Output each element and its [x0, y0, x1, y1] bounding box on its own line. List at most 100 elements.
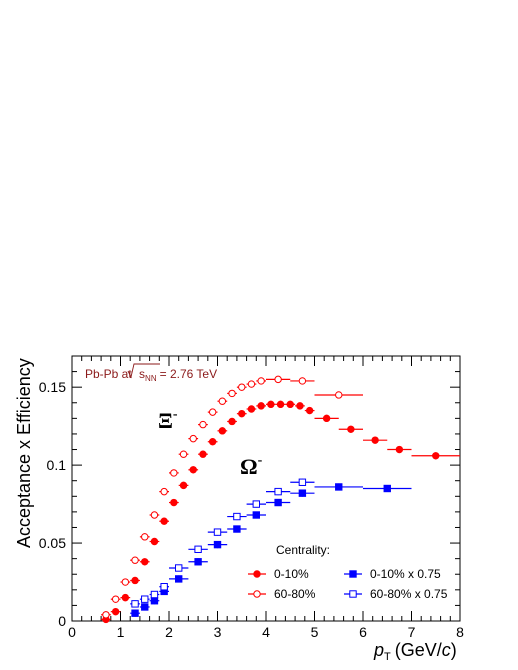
legend-label: 0-10%: [274, 567, 309, 581]
y-axis-title: Acceptance x Efficiency: [14, 358, 34, 548]
legend-label: 60-80%: [274, 587, 316, 601]
data-point: [247, 405, 256, 413]
data-point: [395, 445, 404, 454]
data-point: [213, 540, 222, 549]
data-point: [194, 545, 202, 553]
sqrt-sign: [127, 363, 160, 379]
data-point: [247, 380, 256, 388]
x-tick-label: 4: [262, 624, 270, 640]
data-point: [175, 564, 183, 572]
data-point: [102, 611, 110, 619]
data-point: [213, 528, 222, 536]
data-point: [274, 375, 282, 384]
data-point: [233, 512, 241, 521]
x-tick-label: 3: [214, 624, 222, 640]
energy-value: = 2.76 TeV: [160, 367, 218, 381]
data-point: [111, 595, 120, 603]
data-point: [160, 583, 168, 591]
data-point: [160, 487, 168, 496]
data-point: [189, 466, 197, 474]
data-point: [179, 481, 188, 490]
data-point: [274, 498, 282, 507]
data-point: [286, 400, 294, 409]
system-label: Pb-Pb at sNN = 2.76 TeV: [85, 367, 217, 383]
x-tick-label: 2: [165, 624, 173, 640]
data-point: [179, 450, 188, 458]
data-point: [218, 427, 227, 435]
data-point: [194, 558, 202, 566]
data-point: [208, 408, 217, 416]
x-axis: 0 1 2 3 4 5 6 7 8: [68, 356, 464, 640]
y-tick-label: 0.05: [39, 535, 66, 551]
x-tick-label: 5: [311, 624, 319, 640]
data-point: [131, 576, 139, 585]
data-point: [274, 487, 282, 496]
data-point: [347, 425, 355, 433]
data-point: [208, 438, 217, 446]
legend: Centrality: 0-10% 60-80% 0-10% x 0.75 60-80…: [248, 543, 448, 601]
data-point: [383, 484, 391, 493]
xi-label: Ξ-: [158, 407, 178, 433]
data-point: [141, 558, 149, 566]
data-point: [111, 607, 120, 616]
y-tick-label: 0.1: [47, 457, 67, 473]
data-point: [141, 595, 149, 603]
data-point: [131, 609, 139, 617]
data-point: [160, 517, 168, 525]
data-point: [150, 597, 159, 605]
data-point: [121, 593, 130, 602]
series-3: [130, 483, 412, 617]
data-point: [228, 389, 236, 398]
data-point: [170, 498, 178, 507]
y-tick-label: 0: [58, 613, 66, 629]
y-tick-label: 0.15: [39, 379, 66, 395]
legend-title: Centrality:: [276, 543, 330, 557]
data-point: [141, 533, 149, 541]
data-point: [298, 489, 307, 497]
data-point: [238, 409, 246, 418]
legend-marker: [349, 590, 357, 598]
x-tick-label: 1: [117, 624, 125, 640]
x-tick-label: 0: [68, 624, 76, 640]
x-axis-title: pT (GeV/c): [373, 640, 457, 663]
data-point: [150, 537, 159, 546]
y-axis: 0 0.05 0.1 0.15: [39, 371, 460, 629]
omega-label: Ω-: [240, 453, 263, 479]
legend-marker: [253, 570, 261, 578]
data-point: [233, 525, 241, 533]
data-point: [199, 450, 207, 458]
data-point: [432, 452, 440, 460]
data-point: [141, 603, 149, 611]
data-series: [101, 375, 460, 624]
x-tick-label: 8: [456, 624, 464, 640]
data-point: [199, 420, 207, 429]
data-point: [257, 402, 265, 410]
legend-label: 60-80% x 0.75: [370, 587, 448, 601]
data-point: [238, 383, 246, 391]
data-point: [276, 400, 285, 409]
series-2: [101, 375, 363, 619]
data-point: [218, 397, 227, 405]
series-1: [101, 400, 460, 624]
legend-marker: [349, 570, 357, 578]
data-point: [150, 511, 159, 519]
data-point: [131, 556, 139, 564]
data-point: [322, 414, 331, 423]
data-point: [189, 434, 197, 443]
data-point: [298, 478, 307, 486]
data-point: [170, 469, 178, 477]
sqrt-s: s: [139, 367, 145, 381]
data-point: [175, 575, 183, 583]
x-tick-label: 6: [359, 624, 367, 640]
data-point: [298, 377, 307, 385]
data-point: [252, 500, 261, 508]
data-point: [296, 402, 304, 410]
data-point: [228, 417, 236, 426]
data-point: [252, 511, 261, 519]
legend-marker: [253, 590, 261, 598]
data-point: [335, 391, 343, 399]
series-4: [130, 478, 315, 608]
data-point: [335, 483, 343, 491]
sqrt-subscript: NN: [145, 374, 157, 383]
